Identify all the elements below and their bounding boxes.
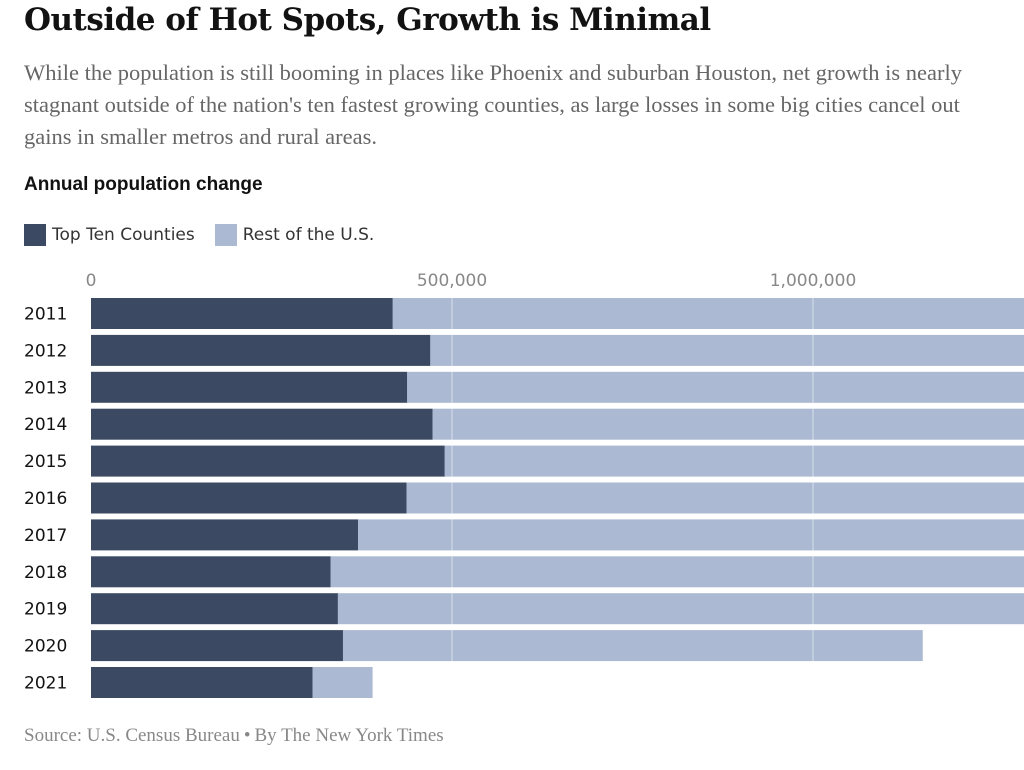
byline: By The New York Times [254,725,444,746]
x-tick-label: 1,000,000 [770,271,857,291]
bar-rest-of-us [406,482,1024,514]
y-category-label: 2012 [24,341,67,361]
bar-top-ten-counties [91,371,408,403]
bar-rest-of-us [432,408,1024,440]
source-line: Source: U.S. Census Bureau • By The New Yo… [24,725,444,747]
bar-top-ten-counties [91,556,331,588]
legend-swatch-top-ten [24,224,46,246]
source-separator: • [243,725,251,746]
y-category-label: 2021 [24,674,67,694]
bar-chart: 0500,0001,000,0001,500,0002,000,00020112… [24,271,1024,698]
bar-rest-of-us [392,298,1024,329]
bar-top-ten-counties [91,445,445,477]
legend-swatch-rest [214,224,237,246]
bar-top-ten-counties [91,593,338,625]
y-category-label: 2020 [24,637,67,657]
y-category-label: 2017 [24,526,67,546]
legend-label-rest: Rest of the U.S. [242,225,375,245]
bar-rest-of-us [444,445,1024,477]
y-category-label: 2015 [24,452,67,472]
bar-top-ten-counties [91,667,313,698]
legend-label-top-ten: Top Ten Counties [52,225,195,245]
chart-subtitle: While the population is still booming in… [24,60,962,149]
y-category-label: 2013 [24,378,67,398]
bar-top-ten-counties [91,630,343,662]
chart-heading: Annual population change [24,174,263,195]
legend-item-rest: Rest of the U.S. [214,224,375,246]
y-category-label: 2014 [24,415,67,435]
legend-item-top-ten: Top Ten Counties [24,224,195,246]
bar-rest-of-us [342,630,923,662]
bar-rest-of-us [358,519,1024,551]
bar-top-ten-counties [91,408,433,440]
bar-rest-of-us [330,556,1024,588]
x-tick-label: 500,000 [417,271,487,291]
y-category-label: 2016 [24,489,67,509]
y-category-label: 2018 [24,563,67,583]
source-text: Source: U.S. Census Bureau [24,725,240,746]
legend: Top Ten Counties Rest of the U.S. [24,224,394,246]
bar-rest-of-us [337,593,1024,625]
x-tick-label: 0 [86,271,97,291]
bar-rest-of-us [312,667,373,698]
bar-top-ten-counties [91,298,393,329]
y-category-label: 2011 [24,305,67,325]
y-category-label: 2019 [24,600,67,620]
bar-top-ten-counties [91,482,407,514]
bar-top-ten-counties [91,334,431,366]
bar-rest-of-us [407,371,1024,403]
chart-title: Outside of Hot Spots, Growth is Minimal [24,2,711,38]
bar-rest-of-us [430,334,1024,366]
bar-top-ten-counties [91,519,359,551]
